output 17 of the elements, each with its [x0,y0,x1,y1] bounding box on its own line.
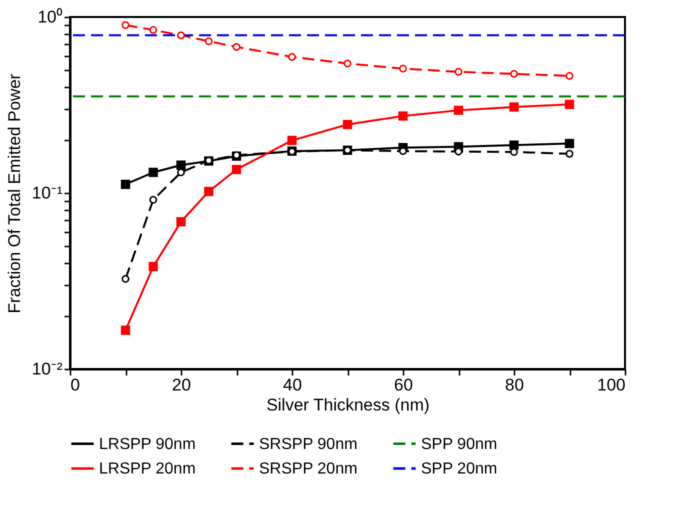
x-axis-title: Silver Thickness (nm) [266,396,430,414]
legend-label: LRSPP 20nm [99,460,196,478]
x-tick-label: 60 [394,376,413,394]
legend-label: SRSPP 20nm [259,460,358,478]
legend-label: SPP 20nm [421,460,498,478]
x-tick-label: 80 [505,376,524,394]
legend-label: SPP 90nm [421,436,498,453]
x-tick-label: 20 [172,376,191,394]
y-tick-label: 10⁻² [32,360,63,378]
x-tick-label: 100 [597,376,626,394]
x-tick-label: 0 [70,376,80,394]
y-tick-label: 10⁰ [38,8,62,26]
y-axis-title: Fraction Of Total Emitted Power [4,73,24,314]
legend-label: LRSPP 90nm [99,436,196,453]
y-tick-label: 10⁻¹ [32,184,63,202]
legend-label: SRSPP 90nm [259,436,358,453]
x-tick-label: 40 [283,376,302,394]
